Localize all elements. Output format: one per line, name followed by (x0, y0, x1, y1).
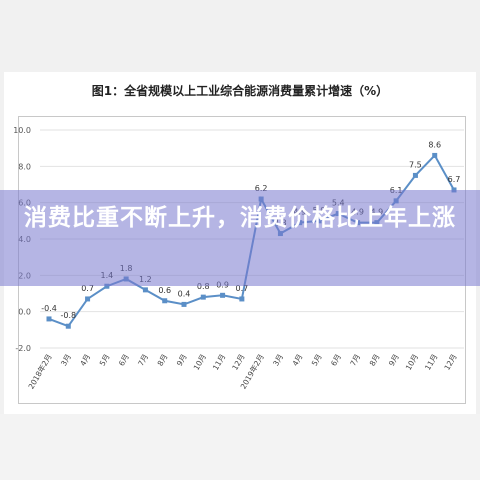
data-point (220, 293, 225, 298)
data-label: 0.4 (178, 289, 191, 298)
data-point (413, 173, 418, 178)
x-tick-label: 6月 (117, 353, 131, 368)
headline-banner: 消费比重不断上升，消费价格比上年上涨 (0, 190, 480, 286)
data-point (143, 287, 148, 292)
data-label: -0.4 (41, 304, 57, 313)
data-label: -0.8 (60, 311, 76, 320)
data-label: 8.6 (428, 140, 441, 149)
x-tick-label: 9月 (175, 353, 189, 368)
x-tick-label: 5月 (98, 353, 112, 368)
x-tick-label: 7月 (348, 353, 362, 368)
y-tick-label: 8.0 (18, 162, 31, 171)
x-tick-label: 4月 (291, 353, 305, 368)
data-point (66, 324, 71, 329)
data-point (47, 316, 52, 321)
x-tick-label: 9月 (387, 353, 401, 368)
data-label: 6.7 (448, 175, 461, 184)
data-label: 0.6 (158, 286, 171, 295)
x-tick-label: 10月 (404, 353, 420, 372)
y-tick-label: 0.0 (18, 308, 31, 317)
x-tick-label: 8月 (156, 353, 170, 368)
x-tick-label: 3月 (271, 353, 285, 368)
data-point (85, 296, 90, 301)
x-tick-label: 6月 (329, 353, 343, 368)
headline-text: 消费比重不断上升，消费价格比上年上涨 (20, 200, 460, 236)
data-point (162, 298, 167, 303)
x-tick-label: 11月 (211, 353, 227, 372)
x-tick-label: 5月 (310, 353, 324, 368)
y-tick-label: -2.0 (15, 344, 31, 353)
y-tick-label: 10.0 (13, 126, 31, 135)
x-tick-label: 8月 (368, 353, 382, 368)
data-point (432, 153, 437, 158)
x-tick-label: 4月 (78, 353, 92, 368)
data-point (239, 296, 244, 301)
x-tick-label: 11月 (423, 353, 439, 372)
x-tick-label: 2018年2月 (26, 352, 54, 391)
data-point (182, 302, 187, 307)
data-label: 7.5 (409, 160, 422, 169)
x-tick-label: 7月 (136, 353, 150, 368)
x-tick-label: 10月 (192, 353, 208, 372)
bottom-margin (0, 414, 480, 480)
x-tick-label: 3月 (59, 353, 73, 368)
x-tick-label: 12月 (230, 353, 246, 372)
x-tick-label: 12月 (442, 353, 458, 372)
data-point (201, 295, 206, 300)
